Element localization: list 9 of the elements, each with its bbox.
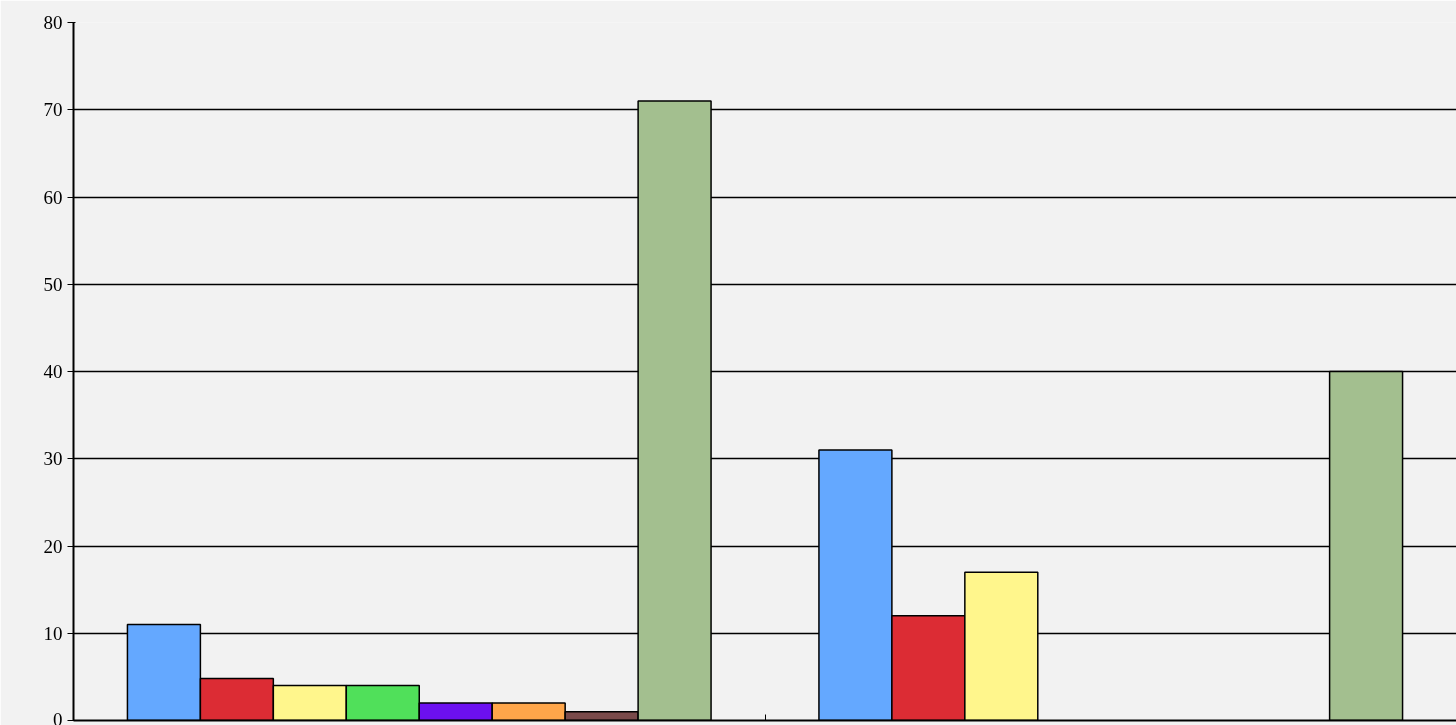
- y-tick-label: 10: [43, 622, 63, 644]
- y-tick-label: 80: [43, 12, 63, 33]
- y-tick-label: 70: [43, 99, 63, 121]
- y-tick-label: 30: [43, 448, 63, 470]
- y-tick-label: 0: [53, 708, 63, 725]
- y-tick-label: 40: [43, 361, 63, 382]
- y-tick-label: 60: [43, 186, 63, 208]
- y-tick-label: 20: [43, 535, 63, 557]
- y-tick-label: 50: [43, 273, 63, 295]
